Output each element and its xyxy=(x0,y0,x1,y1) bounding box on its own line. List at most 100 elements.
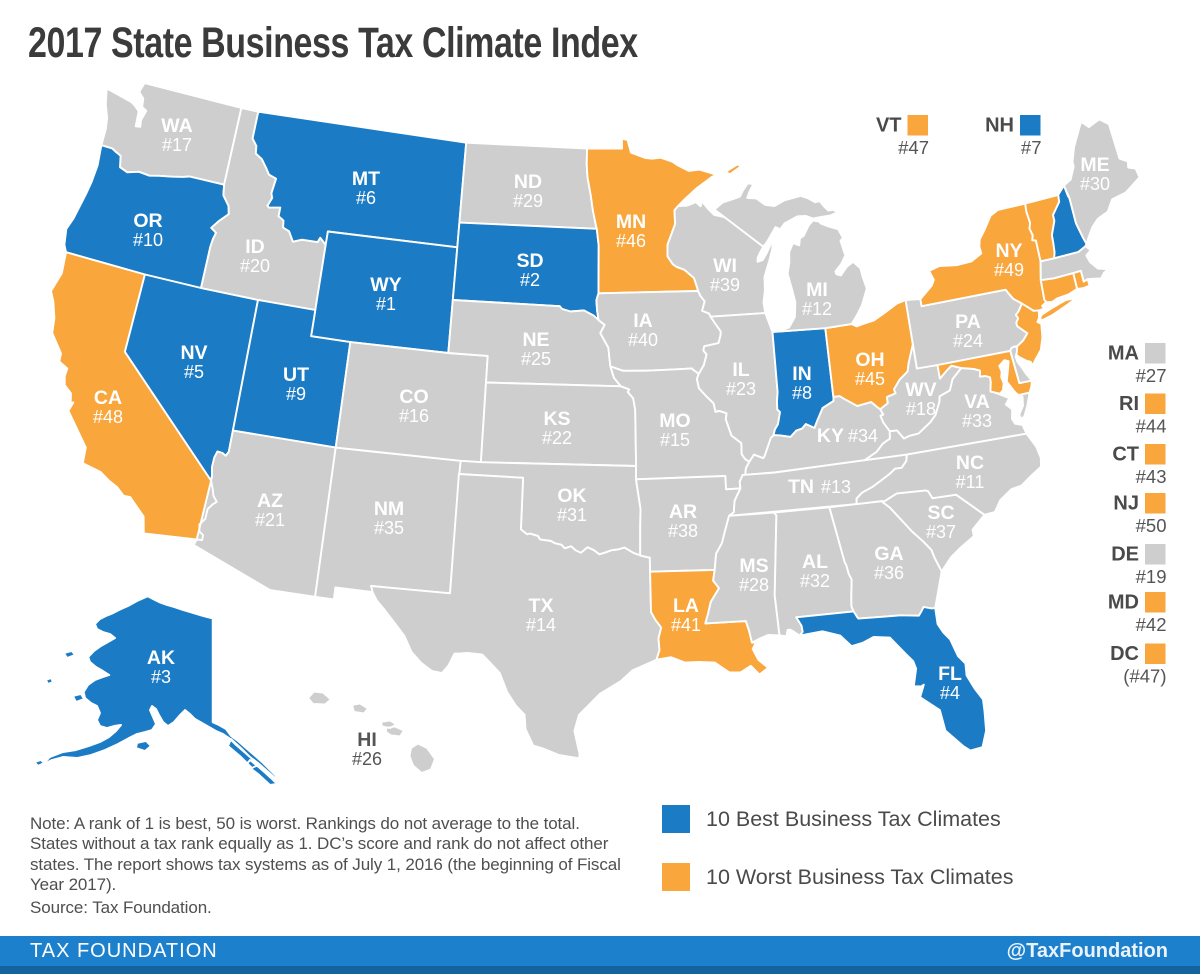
svg-text:#27: #27 xyxy=(1136,365,1167,386)
svg-text:#31: #31 xyxy=(557,505,587,525)
svg-text:(#47): (#47) xyxy=(1123,666,1166,687)
svg-text:#2: #2 xyxy=(520,270,540,290)
svg-text:#39: #39 xyxy=(710,275,740,295)
svg-text:#48: #48 xyxy=(93,407,123,427)
svg-text:#30: #30 xyxy=(1080,174,1110,194)
svg-text:#33: #33 xyxy=(962,411,992,431)
svg-text:#3: #3 xyxy=(151,667,171,687)
svg-text:#15: #15 xyxy=(660,430,690,450)
svg-text:#38: #38 xyxy=(668,521,698,541)
svg-text:SC: SC xyxy=(927,502,954,524)
svg-text:#29: #29 xyxy=(513,191,543,211)
svg-text:ID: ID xyxy=(245,236,265,258)
svg-text:TN: TN xyxy=(788,476,814,498)
svg-text:DC: DC xyxy=(1110,643,1139,665)
svg-text:WV: WV xyxy=(905,379,936,401)
svg-text:WY: WY xyxy=(370,274,401,296)
svg-text:#20: #20 xyxy=(240,256,270,276)
svg-text:ME: ME xyxy=(1080,154,1109,176)
svg-text:#16: #16 xyxy=(399,406,429,426)
svg-text:DE: DE xyxy=(1111,544,1139,566)
svg-text:#49: #49 xyxy=(994,260,1024,280)
svg-text:#28: #28 xyxy=(739,575,769,595)
svg-text:IN: IN xyxy=(792,363,812,385)
svg-text:#24: #24 xyxy=(953,331,983,351)
svg-text:KS: KS xyxy=(543,408,570,430)
svg-text:OH: OH xyxy=(855,349,884,371)
svg-text:#43: #43 xyxy=(1136,466,1167,487)
svg-text:#34: #34 xyxy=(848,426,878,446)
svg-text:#8: #8 xyxy=(792,383,812,403)
svg-text:#4: #4 xyxy=(940,683,960,703)
svg-text:GA: GA xyxy=(874,543,903,565)
svg-text:AR: AR xyxy=(669,501,697,523)
svg-text:NJ: NJ xyxy=(1113,493,1139,515)
svg-text:#25: #25 xyxy=(521,349,551,369)
svg-text:#9: #9 xyxy=(286,384,306,404)
svg-text:NE: NE xyxy=(522,329,549,351)
svg-text:NM: NM xyxy=(374,498,404,520)
svg-text:CT: CT xyxy=(1112,444,1139,466)
svg-text:AK: AK xyxy=(147,647,175,669)
svg-text:MN: MN xyxy=(616,211,646,233)
svg-text:#17: #17 xyxy=(162,135,192,155)
svg-text:CO: CO xyxy=(399,386,428,408)
svg-text:OR: OR xyxy=(133,210,162,232)
svg-text:HI: HI xyxy=(357,729,377,751)
svg-text:#13: #13 xyxy=(821,477,851,497)
svg-text:#45: #45 xyxy=(855,369,885,389)
svg-text:#6: #6 xyxy=(356,188,376,208)
svg-text:#35: #35 xyxy=(374,518,404,538)
svg-text:VA: VA xyxy=(964,391,990,413)
svg-text:#21: #21 xyxy=(255,510,285,530)
svg-text:RI: RI xyxy=(1119,393,1139,415)
svg-text:AL: AL xyxy=(802,551,828,573)
svg-text:#44: #44 xyxy=(1136,416,1167,437)
svg-text:#37: #37 xyxy=(926,522,956,542)
svg-text:MO: MO xyxy=(659,410,690,432)
svg-text:#7: #7 xyxy=(1021,137,1042,158)
svg-text:#1: #1 xyxy=(376,294,396,314)
svg-text:#5: #5 xyxy=(184,362,204,382)
svg-text:#14: #14 xyxy=(526,615,556,635)
svg-text:#50: #50 xyxy=(1136,515,1167,536)
svg-text:#36: #36 xyxy=(874,563,904,583)
svg-text:CA: CA xyxy=(94,387,122,409)
svg-text:SD: SD xyxy=(516,250,543,272)
svg-text:PA: PA xyxy=(955,311,981,333)
svg-text:#46: #46 xyxy=(616,231,646,251)
svg-text:IA: IA xyxy=(633,310,653,332)
svg-text:NC: NC xyxy=(956,452,984,474)
svg-text:MD: MD xyxy=(1108,592,1139,614)
svg-text:MA: MA xyxy=(1108,343,1139,365)
svg-text:#40: #40 xyxy=(628,330,658,350)
svg-text:#47: #47 xyxy=(898,137,929,158)
svg-text:AZ: AZ xyxy=(257,490,283,512)
svg-text:KY: KY xyxy=(817,425,844,447)
svg-text:OK: OK xyxy=(557,485,586,507)
svg-text:#22: #22 xyxy=(542,428,572,448)
svg-text:NH: NH xyxy=(985,115,1014,137)
svg-text:IL: IL xyxy=(732,359,749,381)
svg-text:#26: #26 xyxy=(352,749,382,769)
svg-text:FL: FL xyxy=(938,663,962,685)
svg-text:MT: MT xyxy=(352,168,380,190)
svg-text:NV: NV xyxy=(180,342,207,364)
svg-text:#32: #32 xyxy=(800,571,830,591)
svg-text:#12: #12 xyxy=(802,299,832,319)
svg-text:LA: LA xyxy=(673,595,699,617)
svg-text:#11: #11 xyxy=(956,472,985,492)
svg-text:WA: WA xyxy=(161,115,192,137)
svg-text:#10: #10 xyxy=(133,230,163,250)
svg-text:#42: #42 xyxy=(1136,614,1167,635)
svg-text:ND: ND xyxy=(514,171,542,193)
svg-text:NY: NY xyxy=(995,240,1022,262)
svg-text:WI: WI xyxy=(713,255,737,277)
svg-text:MS: MS xyxy=(739,555,768,577)
svg-text:#23: #23 xyxy=(726,379,756,399)
svg-text:#41: #41 xyxy=(671,615,701,635)
svg-text:#19: #19 xyxy=(1136,566,1167,587)
svg-text:#18: #18 xyxy=(906,399,936,419)
svg-text:MI: MI xyxy=(806,279,828,301)
svg-text:VT: VT xyxy=(876,115,902,137)
